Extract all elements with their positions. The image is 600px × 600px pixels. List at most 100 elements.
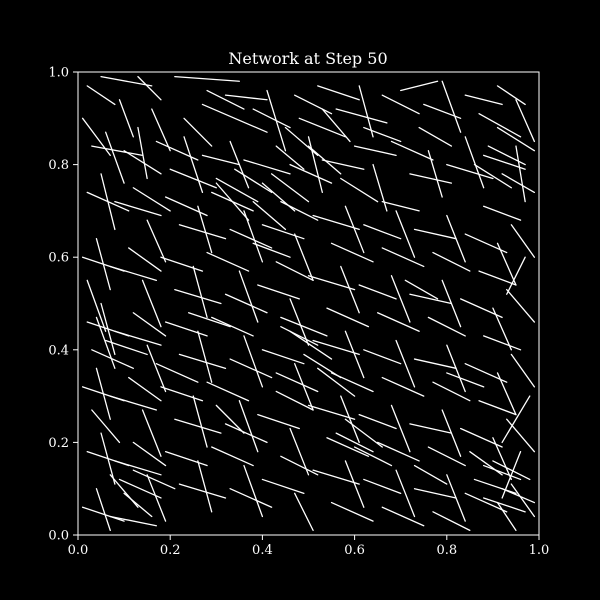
network-edge — [105, 131, 125, 184]
y-tick-label: 0.6 — [48, 251, 69, 266]
network-edge — [280, 200, 319, 221]
network-edge — [312, 214, 360, 231]
network-edge — [483, 335, 522, 351]
network-edge — [275, 145, 305, 170]
network-edge — [275, 261, 314, 282]
network-edge — [224, 423, 268, 444]
network-edge — [95, 316, 116, 369]
chart-title: Network at Step 50 — [228, 49, 387, 68]
network-edge — [307, 145, 342, 175]
network-edge — [257, 413, 300, 430]
network-edge — [464, 136, 485, 189]
network-edge — [294, 233, 314, 282]
network-edge — [307, 275, 356, 291]
network-edge — [95, 367, 111, 420]
network-edge — [390, 275, 411, 323]
network-edge — [174, 75, 241, 82]
x-tick-label: 0.0 — [68, 543, 89, 558]
network-edge — [164, 451, 208, 467]
network-edge — [464, 492, 508, 513]
x-tick-label: 0.8 — [436, 543, 457, 558]
network-edge — [91, 409, 121, 444]
network-edge — [496, 126, 536, 152]
network-edge — [326, 307, 370, 328]
network-edge — [363, 126, 402, 143]
y-tick-label: 0.2 — [48, 436, 69, 451]
network-edge — [353, 145, 397, 156]
network-edge — [409, 293, 453, 305]
network-edge — [137, 75, 162, 101]
network-edge — [473, 163, 512, 189]
y-axis: 0.0 0.2 0.4 0.6 0.8 1.0 — [48, 66, 78, 544]
network-edge — [164, 321, 208, 337]
network-edge — [238, 400, 259, 453]
network-edge — [446, 214, 466, 263]
network-edge — [100, 75, 153, 87]
network-edge — [261, 478, 305, 494]
network-edge — [358, 413, 397, 430]
network-edge — [478, 270, 517, 286]
network-edge — [330, 242, 374, 263]
y-tick-label: 0.4 — [48, 343, 69, 358]
network-edge — [86, 279, 107, 332]
network-edge — [363, 349, 402, 365]
network-edge — [330, 501, 374, 522]
network-edge — [496, 242, 517, 286]
network-edge — [496, 501, 517, 532]
network-edge — [353, 446, 393, 467]
network-edge — [409, 173, 453, 184]
network-edge — [395, 339, 416, 388]
network-edge — [109, 515, 158, 527]
network-edge — [160, 386, 204, 402]
network-edge — [215, 404, 245, 434]
network-edge — [105, 339, 148, 356]
network-edge — [118, 99, 134, 138]
network-edge — [483, 497, 526, 513]
network-edge — [441, 279, 462, 328]
network-edge — [252, 200, 287, 231]
network-edge — [469, 451, 503, 476]
network-edge — [506, 418, 536, 453]
x-tick-label: 0.6 — [344, 543, 365, 558]
network-edge — [372, 163, 388, 212]
network-edge — [376, 312, 420, 332]
network-edge — [312, 339, 360, 356]
network-edge — [100, 302, 116, 356]
network-edge — [114, 460, 162, 476]
network-edge — [229, 140, 250, 189]
network-edge — [312, 469, 360, 485]
network-edge — [275, 390, 314, 411]
x-tick-label: 0.2 — [160, 543, 181, 558]
network-edge — [363, 224, 402, 240]
network-edge — [492, 307, 512, 351]
network-edge — [284, 126, 319, 156]
network-edge — [487, 145, 526, 166]
network-edge — [344, 205, 365, 254]
network-edge — [155, 363, 199, 383]
network-edge — [252, 242, 291, 258]
edge-layer — [81, 75, 536, 532]
network-edge — [473, 478, 517, 494]
network-edge — [91, 349, 134, 369]
network-edge — [132, 469, 176, 490]
network-edge — [95, 238, 111, 291]
network-edge — [206, 381, 250, 402]
network-edge — [206, 89, 245, 110]
network-edge — [238, 270, 259, 323]
network-edge — [478, 113, 522, 138]
network-edge — [427, 446, 466, 467]
network-edge — [128, 247, 162, 272]
network-edge — [326, 437, 370, 457]
network-edge — [160, 256, 204, 272]
network-edge — [317, 85, 360, 101]
network-edge — [317, 367, 356, 397]
network-edge — [81, 506, 125, 522]
network-edge — [404, 279, 439, 300]
network-edge — [114, 330, 162, 346]
network-edge — [294, 492, 314, 532]
x-axis: 0.0 0.2 0.4 0.6 0.8 1.0 — [68, 535, 549, 558]
network-edge — [395, 210, 416, 258]
network-edge — [340, 177, 379, 203]
network-edge — [118, 478, 162, 499]
